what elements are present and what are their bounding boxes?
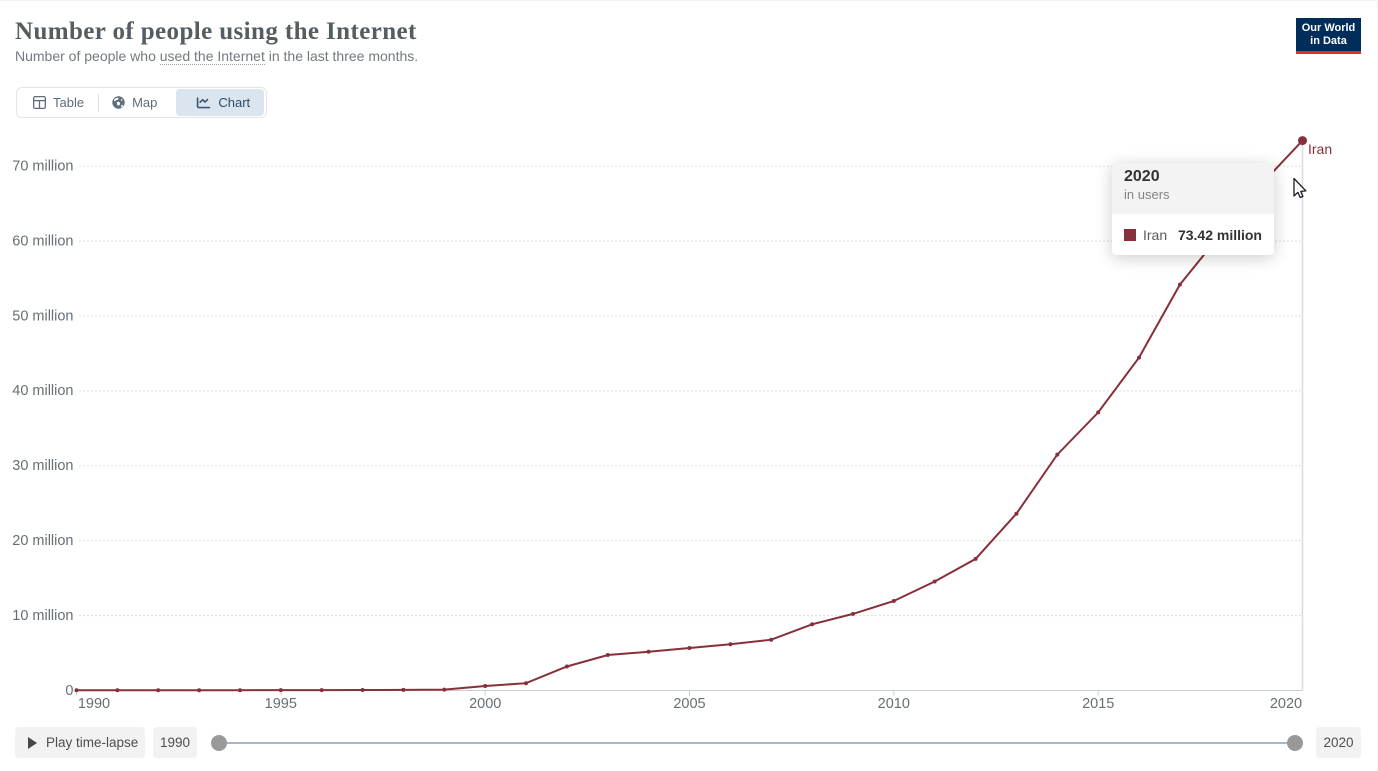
svg-text:10 million: 10 million xyxy=(12,608,73,624)
svg-text:20 million: 20 million xyxy=(12,533,73,549)
svg-text:Iran: Iran xyxy=(1308,141,1332,157)
svg-text:2010: 2010 xyxy=(878,696,910,712)
svg-text:1990: 1990 xyxy=(78,696,110,712)
svg-text:70 million: 70 million xyxy=(12,159,73,175)
svg-text:2000: 2000 xyxy=(469,696,501,712)
svg-text:40 million: 40 million xyxy=(12,383,73,399)
svg-text:2015: 2015 xyxy=(1082,696,1114,712)
svg-text:30 million: 30 million xyxy=(12,458,73,474)
svg-text:60 million: 60 million xyxy=(12,234,73,250)
svg-text:50 million: 50 million xyxy=(12,309,73,325)
svg-text:1995: 1995 xyxy=(265,696,297,712)
svg-text:2020: 2020 xyxy=(1270,696,1302,712)
svg-text:0: 0 xyxy=(65,683,73,699)
svg-text:2005: 2005 xyxy=(673,696,705,712)
